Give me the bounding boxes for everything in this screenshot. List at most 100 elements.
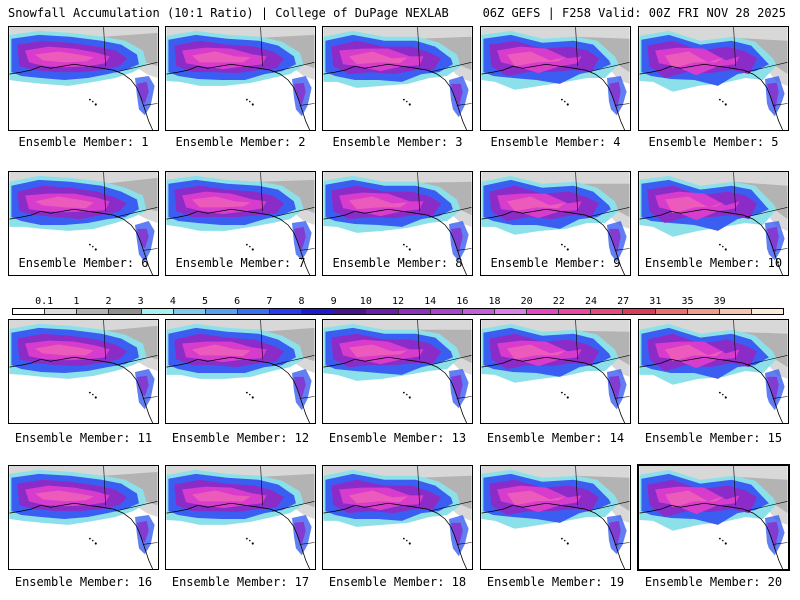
color-swatch <box>205 309 238 314</box>
color-scale-tick-label: 0.1 <box>35 296 54 307</box>
color-scale-labels: 0.1 1 2 3 4 5 6 7 8 9 10 12 14 16 18 20 22 24 27 31 35 39 <box>12 296 784 308</box>
color-swatch <box>494 309 527 314</box>
ensemble-panel-13[interactable] <box>322 319 473 424</box>
color-scale: 0.1 1 2 3 4 5 6 7 8 9 10 12 14 16 18 20 22 24 27 31 35 39 <box>12 296 784 320</box>
snowfall-map <box>9 320 158 423</box>
snowfall-map <box>9 27 158 130</box>
color-scale-tick-label: 27 <box>617 296 630 307</box>
ensemble-panel-2[interactable] <box>165 26 316 131</box>
ensemble-member-label: Ensemble Member: 3 <box>332 135 463 149</box>
color-swatch <box>687 309 720 314</box>
ensemble-member-label: Ensemble Member: 16 <box>14 575 153 589</box>
snowfall-map <box>323 466 472 569</box>
ensemble-member-label: Ensemble Member: 18 <box>328 575 467 589</box>
color-swatch <box>559 309 592 314</box>
snowfall-map <box>639 172 788 275</box>
color-scale-tick-label: 24 <box>584 296 598 307</box>
ensemble-panel-3[interactable] <box>322 26 473 131</box>
color-swatch <box>173 309 206 314</box>
ensemble-member-label: Ensemble Member: 15 <box>644 431 783 445</box>
run-valid-time: 06Z GEFS | F258 Valid: 00Z FRI NOV 28 20… <box>482 6 786 20</box>
color-swatch <box>141 309 174 314</box>
color-swatch <box>430 309 463 314</box>
color-swatch <box>751 309 783 314</box>
color-swatch <box>527 309 560 314</box>
color-scale-tick-label: 18 <box>488 296 501 307</box>
ensemble-panel-14[interactable] <box>480 319 631 424</box>
ensemble-member-label: Ensemble Member: 4 <box>490 135 621 149</box>
color-scale-tick-label: 39 <box>713 296 726 307</box>
snowfall-map <box>481 172 630 275</box>
ensemble-member-label: Ensemble Member: 9 <box>490 256 621 270</box>
color-swatch <box>655 309 688 314</box>
color-swatch <box>719 309 752 314</box>
ensemble-member-label: Ensemble Member: 19 <box>486 575 625 589</box>
ensemble-member-label: Ensemble Member: 12 <box>171 431 310 445</box>
ensemble-panel-17[interactable] <box>165 465 316 570</box>
ensemble-member-label: Ensemble Member: 17 <box>171 575 310 589</box>
ensemble-panel-1[interactable] <box>8 26 159 131</box>
snowfall-map <box>166 320 315 423</box>
snowfall-map <box>481 466 630 569</box>
ensemble-member-label: Ensemble Member: 7 <box>175 256 306 270</box>
ensemble-member-label: Ensemble Member: 13 <box>328 431 467 445</box>
color-swatch <box>302 309 335 314</box>
ensemble-panel-4[interactable] <box>480 26 631 131</box>
color-scale-tick-label: 4 <box>169 296 176 307</box>
ensemble-panel-12[interactable] <box>165 319 316 424</box>
snowfall-map <box>166 466 315 569</box>
ensemble-member-label: Ensemble Member: 6 <box>18 256 149 270</box>
color-swatch <box>623 309 656 314</box>
ensemble-panel-18[interactable] <box>322 465 473 570</box>
ensemble-panel-16[interactable] <box>8 465 159 570</box>
ensemble-panel-19[interactable] <box>480 465 631 570</box>
color-scale-tick-label: 35 <box>681 296 694 307</box>
ensemble-panel-15[interactable] <box>638 319 789 424</box>
color-scale-tick-label: 1 <box>73 296 80 307</box>
color-swatch <box>270 309 303 314</box>
color-scale-tick-label: 3 <box>137 296 144 307</box>
color-scale-tick-label: 5 <box>201 296 209 307</box>
color-scale-tick-label: 12 <box>391 296 405 307</box>
ensemble-panel-10[interactable] <box>638 171 789 276</box>
snowfall-map <box>481 27 630 130</box>
snowfall-map <box>323 320 472 423</box>
ensemble-panel-5[interactable] <box>638 26 789 131</box>
color-scale-tick-label: 16 <box>456 296 469 307</box>
color-scale-tick-label: 10 <box>359 296 372 307</box>
color-scale-tick-label: 6 <box>234 296 241 307</box>
ensemble-member-label: Ensemble Member: 14 <box>486 431 625 445</box>
ensemble-member-label: Ensemble Member: 5 <box>648 135 779 149</box>
color-swatch <box>366 309 399 314</box>
ensemble-member-label: Ensemble Member: 2 <box>175 135 306 149</box>
snowfall-map <box>323 172 472 275</box>
color-scale-tick-label: 22 <box>552 296 565 307</box>
ensemble-panel-8[interactable] <box>322 171 473 276</box>
color-scale-tick-label: 8 <box>298 296 305 307</box>
color-scale-tick-label: 31 <box>649 296 662 307</box>
ensemble-panel-7[interactable] <box>165 171 316 276</box>
color-swatch <box>591 309 624 314</box>
snowfall-map <box>323 27 472 130</box>
color-scale-tick-label: 20 <box>520 296 533 307</box>
ensemble-panel-20[interactable] <box>637 464 790 571</box>
ensemble-member-label: Ensemble Member: 8 <box>332 256 463 270</box>
ensemble-member-label: Ensemble Member: 1 <box>18 135 149 149</box>
color-swatch <box>13 309 46 314</box>
color-swatch <box>334 309 367 314</box>
snowfall-map <box>481 320 630 423</box>
snowfall-map <box>639 320 788 423</box>
snowfall-map <box>639 27 788 130</box>
ensemble-panel-6[interactable] <box>8 171 159 276</box>
color-swatch <box>398 309 431 314</box>
color-swatch <box>45 309 78 314</box>
color-scale-tick-label: 14 <box>424 296 437 307</box>
color-scale-bar <box>12 308 784 315</box>
snowfall-map <box>166 172 315 275</box>
ensemble-panel-9[interactable] <box>480 171 631 276</box>
snowfall-map <box>9 466 158 569</box>
color-scale-tick-label: 9 <box>330 296 337 307</box>
ensemble-panel-11[interactable] <box>8 319 159 424</box>
snowfall-map <box>166 27 315 130</box>
color-swatch <box>109 309 142 314</box>
